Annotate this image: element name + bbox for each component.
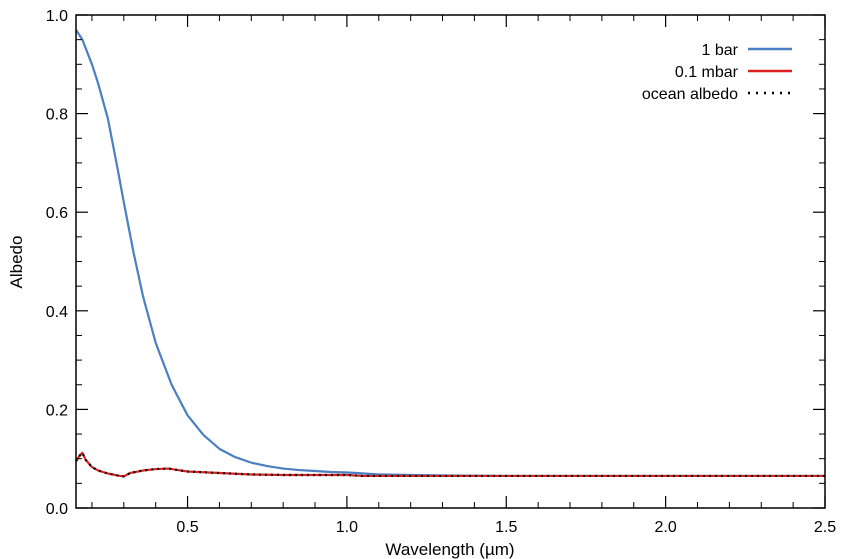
tick-labels: 0.5 1.0 1.5 2.0 2.5 0.0 0.2 0.4 0.6 0.8 1.0 [46,8,836,536]
series-line-3 [75,451,825,478]
series-line-2 [75,451,825,478]
x-tick-label: 0.5 [176,519,198,536]
ticks-layer [76,14,826,509]
x-axis-label: Wavelength (µm) [385,540,514,559]
legend-label-3: ocean albedo [642,86,738,103]
y-tick-label: 0.8 [46,107,68,124]
legend-label-1: 1 bar [702,42,739,59]
x-tick-label: 2.0 [655,519,677,536]
y-tick-label: 0.6 [46,205,68,222]
legend: 1 bar 0.1 mbar ocean albedo [642,42,792,103]
x-tick-label: 1.5 [495,519,517,536]
series-layer [75,29,825,478]
x-tick-label: 2.5 [814,519,836,536]
y-tick-label: 1.0 [46,8,68,25]
y-axis-label: Albedo [7,236,26,289]
legend-label-2: 0.1 mbar [675,64,739,81]
y-tick-label: 0.4 [46,304,68,321]
y-tick-label: 0.2 [46,402,68,419]
x-tick-label: 1.0 [336,519,358,536]
y-tick-label: 0.0 [46,501,68,518]
